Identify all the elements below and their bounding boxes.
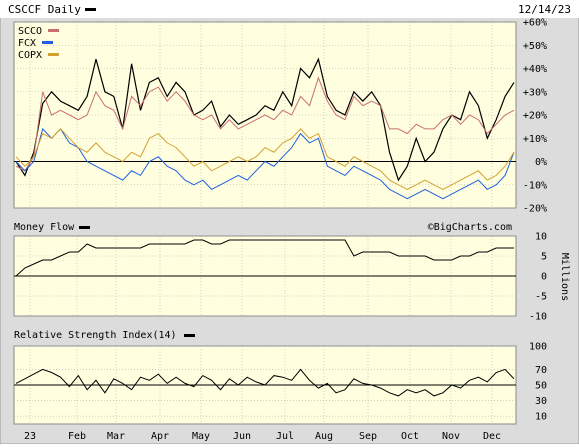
money-flow-y-tick-label: -10 — [529, 312, 547, 323]
price-y-tick-label: +20% — [523, 111, 547, 122]
chart-title: CSCCF Daily — [8, 3, 81, 16]
money-flow-y-tick-label: 10 — [535, 232, 547, 243]
price-y-tick-label: -20% — [523, 204, 547, 215]
money-flow-y-tick-label: 0 — [541, 272, 547, 283]
rsi-title: Relative Strength Index(14) — [14, 330, 177, 341]
rsi-y-tick-label: 30 — [535, 396, 547, 407]
money-flow-ylabel: Millions — [559, 253, 570, 301]
x-tick-label: Apr — [151, 431, 169, 442]
bigcharts-credit: ©BigCharts.com — [428, 222, 512, 233]
x-axis-ticks: 23 Feb Mar Apr May Jun Jul Aug Sep Oct Nov Dec — [24, 431, 501, 442]
series-line-price-price — [15, 57, 515, 182]
price-y-tick-label: +50% — [523, 41, 547, 52]
rsi-y-tick-label: 10 — [535, 412, 547, 423]
money-flow-y-tick-label: 5 — [541, 252, 547, 263]
legend-copx-swatch — [48, 53, 59, 56]
x-tick-label: Oct — [401, 431, 419, 442]
rsi-y-tick-label: 70 — [535, 365, 547, 376]
series-line-scco — [15, 76, 515, 172]
x-tick-label: Feb — [68, 431, 86, 442]
series-lines — [15, 57, 515, 397]
chart-date: 12/14/23 — [518, 3, 571, 16]
series-line-fcx — [15, 127, 515, 200]
price-y-tick-label: -10% — [523, 180, 547, 191]
x-tick-label: Nov — [442, 431, 460, 442]
rsi-title-swatch — [184, 334, 195, 337]
series-line-relative-strength-index-14- — [15, 368, 515, 397]
money-flow-title: Money Flow — [14, 222, 75, 233]
money-flow-axis-ticks: 10 5 0 -5 -10 — [529, 232, 547, 323]
price-axis-ticks: +60% +50% +40% +30% +20% +10% 0% -10% -20% — [523, 18, 547, 215]
rsi-y-tick-label: 100 — [529, 342, 547, 353]
price-y-tick-label: 0% — [535, 157, 547, 168]
legend-scco-swatch — [48, 29, 59, 32]
price-y-tick-label: +40% — [523, 64, 547, 75]
x-tick-label: Dec — [483, 431, 501, 442]
money-flow-title-swatch — [79, 226, 90, 229]
legend-fcx-label: FCX — [18, 38, 36, 49]
money-flow-y-tick-label: -5 — [535, 292, 547, 303]
title-legend-swatch — [85, 8, 96, 11]
x-tick-label: May — [192, 431, 210, 442]
series-line-copx — [15, 128, 515, 190]
header-bar — [0, 0, 579, 18]
x-tick-label: Jun — [233, 431, 251, 442]
x-tick-label: Aug — [315, 431, 333, 442]
x-tick-label: Mar — [107, 431, 125, 442]
price-y-tick-label: +60% — [523, 18, 547, 29]
rsi-axis-ticks: 100 70 50 30 10 — [529, 342, 547, 423]
x-tick-label: 23 — [24, 431, 36, 442]
price-y-tick-label: +10% — [523, 134, 547, 145]
legend-fcx-swatch — [42, 41, 53, 44]
price-y-tick-label: +30% — [523, 87, 547, 98]
x-tick-label: Jul — [276, 431, 294, 442]
x-tick-label: Sep — [359, 431, 377, 442]
rsi-y-tick-label: 50 — [535, 381, 547, 392]
series-line-money-flow — [15, 239, 514, 277]
